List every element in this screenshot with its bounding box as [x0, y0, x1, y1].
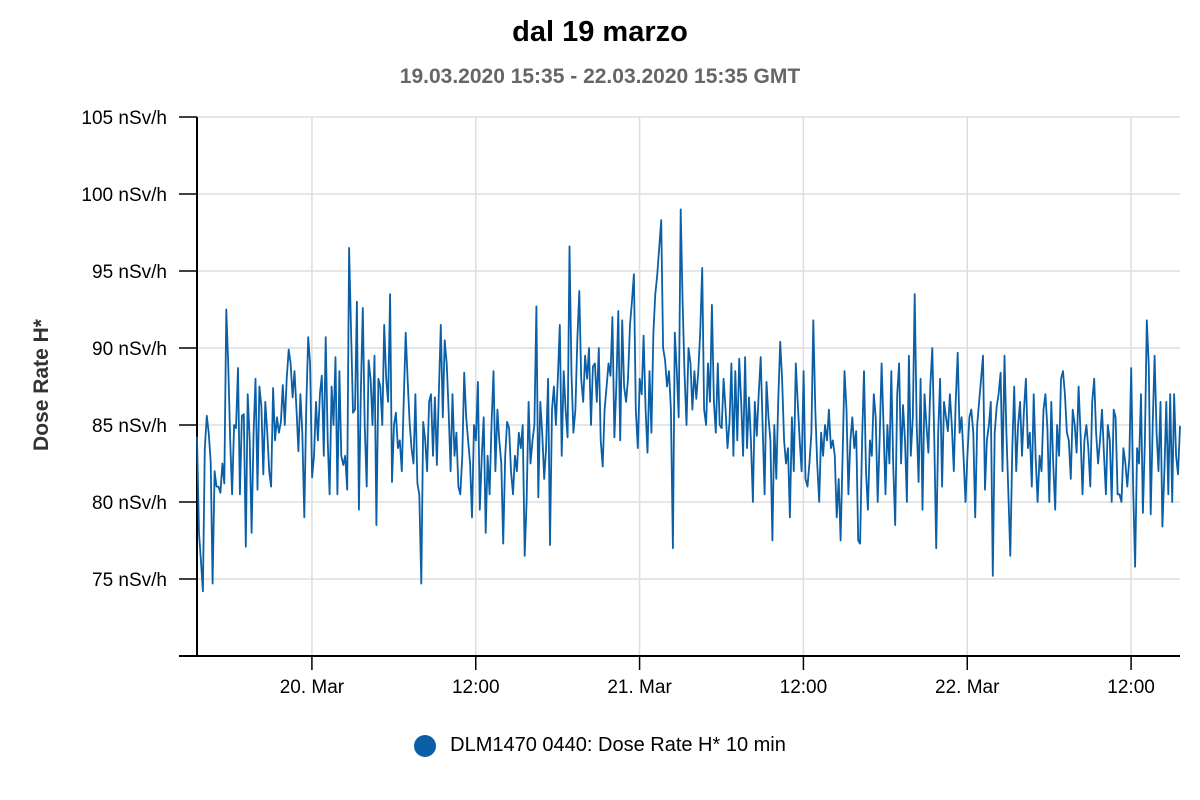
y-axis-ticks: 75 nSv/h 80 nSv/h 85 nSv/h 90 nSv/h 95 nSv/h…	[81, 108, 167, 591]
chart-subtitle: 19.03.2020 15:35 - 22.03.2020 15:35 GMT	[399, 65, 801, 88]
axes	[179, 116, 1180, 670]
y-tick-label: 75 nSv/h	[92, 570, 167, 591]
series-layer	[196, 208, 1181, 593]
y-tick-label: 95 nSv/h	[92, 262, 167, 283]
y-tick-label: 80 nSv/h	[92, 493, 167, 514]
grid-lines	[197, 116, 1180, 656]
y-tick-label: 105 nSv/h	[81, 108, 167, 129]
legend[interactable]: DLM1470 0440: Dose Rate H* 10 min	[0, 734, 1200, 757]
legend-series-label: DLM1470 0440: Dose Rate H* 10 min	[450, 734, 786, 756]
x-tick-label: 12:00	[780, 677, 828, 698]
x-tick-label: 12:00	[452, 677, 500, 698]
legend-marker-icon	[414, 734, 437, 757]
x-tick-label: 22. Mar	[935, 677, 1000, 698]
x-tick-label: 20. Mar	[280, 677, 345, 698]
series-line-0	[196, 208, 1181, 593]
x-axis-ticks: 20. Mar 12:00 21. Mar 12:00 22. Mar 12:00	[280, 677, 1155, 698]
y-tick-label: 100 nSv/h	[81, 185, 167, 206]
y-axis-title: Dose Rate H*	[30, 318, 53, 451]
y-tick-label: 90 nSv/h	[92, 339, 167, 360]
x-tick-label: 21. Mar	[607, 677, 672, 698]
x-tick-label: 12:00	[1107, 677, 1155, 698]
chart-title: dal 19 marzo	[512, 16, 688, 48]
y-tick-label: 85 nSv/h	[92, 416, 167, 437]
